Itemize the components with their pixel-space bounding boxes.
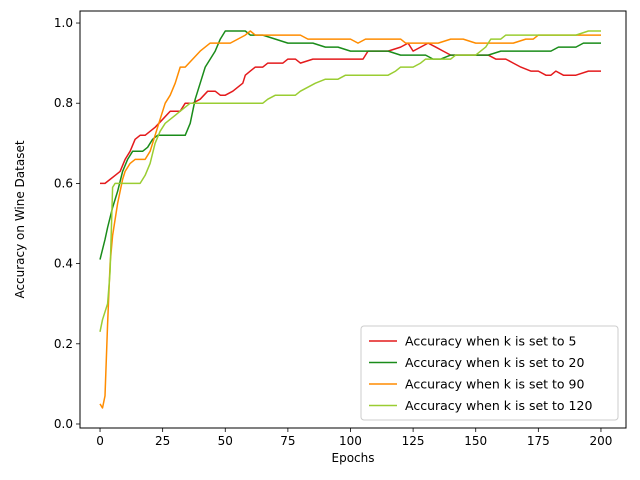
x-tick-label: 75 [280, 434, 295, 448]
series-line-4 [99, 30, 601, 332]
y-tick-label: 0.4 [54, 257, 73, 271]
x-tick-label: 50 [218, 434, 233, 448]
x-tick-label: 125 [402, 434, 425, 448]
x-tick-label: 0 [96, 434, 104, 448]
legend-box [360, 325, 619, 421]
legend-label-2: Accuracy when k is set to 20 [405, 355, 584, 370]
x-axis: 0 25 50 75 100 125 150 175 200 [96, 428, 612, 448]
y-tick-label: 0.8 [54, 96, 73, 110]
y-axis-label: Accuracy on Wine Dataset [13, 140, 27, 298]
y-tick-label: 1.0 [54, 16, 73, 30]
plot-frame [79, 10, 627, 429]
x-tick-label: 150 [464, 434, 487, 448]
y-axis: 0.0 0.2 0.4 0.6 0.8 1.0 [54, 16, 80, 431]
series-layer [99, 30, 601, 409]
x-tick-label: 100 [339, 434, 362, 448]
legend-label-3: Accuracy when k is set to 90 [405, 377, 584, 392]
x-axis-label: Epochs [332, 451, 375, 465]
legend: Accuracy when k is set to 5 Accuracy when… [360, 325, 619, 421]
x-tick-label: 25 [155, 434, 170, 448]
y-tick-label: 0.6 [54, 176, 73, 190]
y-tick-label: 0.0 [54, 417, 73, 431]
legend-label-1: Accuracy when k is set to 5 [405, 334, 577, 349]
series-line-3 [99, 30, 601, 409]
x-tick-label: 200 [590, 434, 613, 448]
legend-label-4: Accuracy when k is set to 120 [405, 398, 592, 413]
series-line-1 [100, 42, 601, 185]
y-tick-label: 0.2 [54, 337, 73, 351]
x-tick-label: 175 [527, 434, 550, 448]
